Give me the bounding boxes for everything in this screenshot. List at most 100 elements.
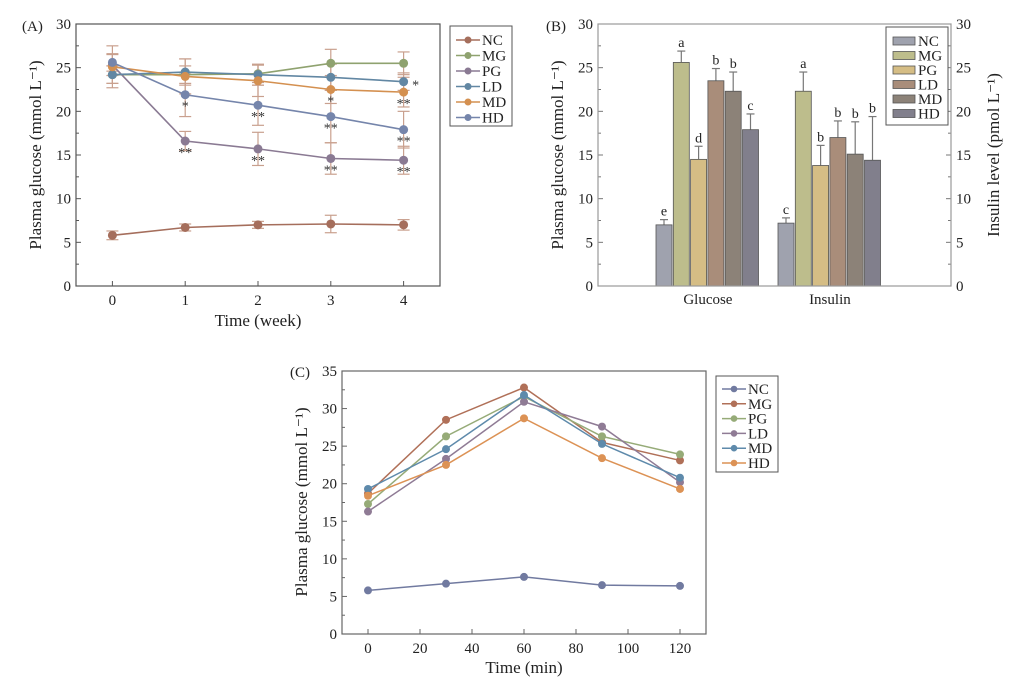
panel-a-significance-mark: **: [324, 163, 338, 178]
panel-b-y-tick-label: 5: [586, 235, 594, 251]
panel-c-x-tick-label: 0: [364, 641, 372, 657]
panel-a-y-tick-label: 5: [64, 235, 72, 251]
panel-c-y-tick-label: 30: [322, 402, 337, 418]
panel-c-legend-swatch-marker: [730, 400, 738, 408]
panel-a-point-md: [180, 71, 190, 81]
panel-a-legend-label: PG: [482, 64, 501, 80]
panel-a-legend-label: MD: [482, 95, 506, 111]
panel-c: (C) Plasma glucose (mmol L⁻¹) Time (min)…: [290, 364, 779, 677]
panel-b-legend-swatch: [892, 94, 916, 104]
panel-b-significance-letter: c: [783, 203, 789, 218]
panel-c-point-md: [364, 484, 372, 493]
panel-a-legend-swatch-marker: [464, 83, 472, 90]
panel-c-y-axis-title: Plasma glucose (mmol L⁻¹): [292, 407, 311, 596]
panel-a-significance-mark: **: [251, 110, 265, 125]
panel-b-legend-label: MD: [918, 92, 942, 108]
panel-b-significance-letter: b: [852, 107, 859, 122]
panel-c-point-mg: [676, 456, 684, 465]
panel-a-point-pg: [399, 155, 409, 165]
panel-a-significance-mark: *: [327, 95, 334, 110]
panel-c-point-pg: [676, 450, 684, 459]
panel-b-significance-letter: b: [712, 54, 719, 69]
panel-c-legend-label: PG: [748, 412, 767, 428]
panel-b-significance-letter: b: [834, 106, 841, 121]
panel-a-point-mg: [399, 58, 409, 68]
panel-a-point-pg: [326, 153, 336, 163]
panel-c-point-hd: [442, 460, 450, 469]
panel-b-legend-swatch: [892, 80, 916, 89]
panel-c-legend-label: HD: [748, 456, 770, 472]
panel-c-point-ld: [364, 507, 372, 516]
panel-c-legend-label: MG: [748, 397, 772, 413]
panel-a-significance-mark: **: [324, 122, 338, 137]
panel-a-significance-mark: **: [397, 135, 411, 150]
panel-a-significance-mark: *: [182, 100, 189, 115]
panel-c-point-ld: [520, 397, 528, 406]
panel-b-significance-letter: a: [678, 36, 685, 51]
panel-c-point-md: [520, 391, 528, 400]
panel-c-point-pg: [364, 500, 372, 509]
panel-b-legend-label: LD: [918, 78, 938, 94]
panel-c-point-hd: [598, 454, 606, 463]
panel-b-bar-glucose-hd: [742, 129, 759, 287]
panel-c-lines: [364, 383, 684, 595]
panel-a-point-md: [253, 76, 263, 86]
panel-a-legend-swatch-marker: [464, 67, 472, 75]
panel-c-point-md: [442, 445, 450, 454]
panel-b-significance-letter: b: [730, 57, 737, 72]
panel-a-point-nc: [180, 222, 190, 232]
panel-b-y-axis-title: Plasma glucose (mmol L⁻¹): [548, 60, 567, 249]
panel-a-x-axis-title: Time (week): [215, 311, 302, 330]
panel-a-x-tick-label: 0: [109, 293, 117, 309]
panel-b-bar-glucose-ld: [707, 80, 725, 287]
panel-a-legend-swatch-marker: [464, 114, 472, 121]
panel-b-significance-letter: b: [869, 102, 876, 117]
panel-a-point-hd: [326, 112, 336, 122]
panel-c-point-mg: [442, 415, 450, 424]
panel-c-x-axis-title: Time (min): [485, 658, 562, 677]
panel-a-y-tick-label: 25: [56, 61, 71, 77]
panel-c-legend-box: [715, 375, 779, 473]
panel-a-point-hd: [399, 125, 409, 135]
panel-b-significance-letter: a: [800, 57, 807, 72]
panel-c-legend-swatch-marker: [730, 415, 738, 422]
panel-c-x-tick-label: 120: [669, 641, 692, 657]
panel-a-point-nc: [326, 219, 336, 229]
panel-c-point-mg: [520, 383, 528, 392]
panel-c-legend-swatch-marker: [730, 430, 738, 437]
panel-c-ticks: 0 5 10 15 20 25 30 35 0 20 40 60 80 100 120: [322, 364, 691, 657]
panel-b-legend-label: NC: [918, 34, 939, 50]
panel-c-y-tick-label: 15: [322, 514, 337, 530]
panel-a-legend-swatch-marker: [464, 36, 472, 44]
panel-c-legend-label: NC: [748, 382, 769, 398]
panel-c-x-tick-label: 60: [517, 641, 532, 657]
panel-c-point-pg: [598, 432, 606, 441]
panel-a-y-axis-title: Plasma glucose (mmol L⁻¹): [26, 60, 45, 249]
panel-c-plot-frame: [341, 370, 707, 635]
panel-b-legend-label: PG: [918, 63, 937, 79]
panel-b-bar-glucose-mg: [672, 62, 690, 287]
panel-b-y2-axis-title: Insulin level (pmol L⁻¹): [984, 73, 1003, 237]
panel-b-bar-insulin-pg: [812, 165, 829, 287]
panel-a-plot-frame: [75, 23, 441, 287]
panel-a-point-hd: [180, 90, 190, 100]
panel-b-y2-tick-label: 30: [956, 17, 971, 33]
panel-b-y-tick-label: 30: [578, 17, 593, 33]
panel-c-point-md: [598, 439, 606, 448]
panel-c-point-nc: [364, 586, 372, 595]
panel-c-point-pg: [442, 432, 450, 441]
panel-a-legend-label: NC: [482, 33, 503, 49]
panel-c-x-tick-label: 100: [617, 641, 640, 657]
panel-c-legend-swatch-marker: [730, 459, 738, 467]
panel-c-point-ld: [442, 454, 450, 463]
panel-c-y-tick-label: 5: [330, 589, 338, 605]
panel-b-y2-tick-label: 15: [956, 148, 971, 164]
panel-b-legend-label: MG: [918, 49, 942, 65]
panel-a-significance-mark: **: [251, 154, 265, 169]
panel-b: (B) Plasma glucose (mmol L⁻¹) Insulin le…: [546, 17, 1003, 308]
panel-b-bar-glucose-nc: [655, 224, 673, 287]
